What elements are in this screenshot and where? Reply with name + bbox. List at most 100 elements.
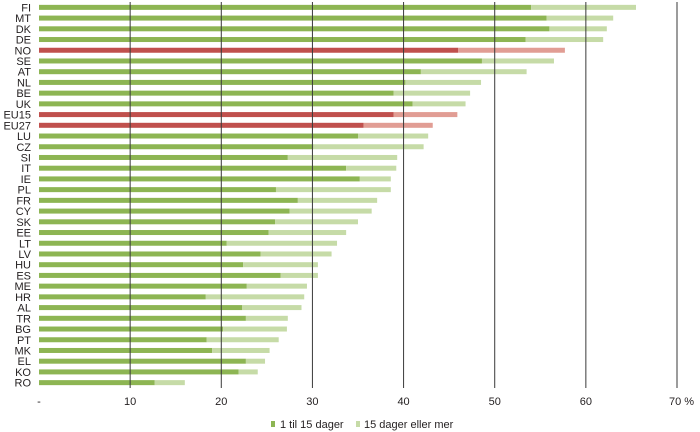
bar-no-1-15-days bbox=[39, 47, 459, 53]
category-label-nl: NL bbox=[17, 77, 31, 89]
bar-mt-15plus-days bbox=[546, 15, 614, 21]
category-label-mk: MK bbox=[15, 345, 32, 357]
bar-al-1-15-days bbox=[39, 305, 243, 311]
bar-sk-15plus-days bbox=[275, 219, 358, 225]
legend: 1 til 15 dager 15 dager eller mer bbox=[271, 419, 454, 431]
category-label-eu15: EU15 bbox=[3, 110, 31, 122]
legend-label-series-2: 15 dager eller mer bbox=[364, 419, 454, 431]
bar-el-15plus-days bbox=[245, 358, 266, 364]
bar-it-15plus-days bbox=[346, 165, 397, 171]
bar-ko-1-15-days bbox=[39, 369, 239, 375]
bar-cy-1-15-days bbox=[39, 208, 290, 214]
category-label-de: DE bbox=[16, 35, 31, 47]
bar-pt-15plus-days bbox=[206, 337, 279, 343]
bar-cz-15plus-days bbox=[313, 144, 424, 150]
gridlines bbox=[129, 2, 678, 388]
bar-ie-15plus-days bbox=[359, 176, 391, 182]
category-label-pt: PT bbox=[17, 335, 31, 347]
x-tick-label-0: - bbox=[37, 396, 41, 408]
bar-at-15plus-days bbox=[420, 69, 527, 75]
bar-dk-1-15-days bbox=[39, 26, 550, 32]
bar-si-1-15-days bbox=[39, 154, 288, 160]
category-label-pl: PL bbox=[18, 185, 31, 197]
bar-lv-1-15-days bbox=[39, 251, 261, 257]
bars-layer bbox=[39, 4, 636, 386]
category-label-be: BE bbox=[16, 88, 31, 100]
category-label-lv: LV bbox=[18, 249, 31, 261]
bar-uk-15plus-days bbox=[412, 101, 466, 107]
bar-de-1-15-days bbox=[39, 37, 526, 43]
bar-ee-15plus-days bbox=[268, 230, 347, 236]
bar-uk-1-15-days bbox=[39, 101, 413, 107]
category-label-ie: IE bbox=[21, 174, 31, 186]
bar-de-15plus-days bbox=[525, 37, 604, 43]
category-label-al: AL bbox=[18, 303, 31, 315]
category-label-hr: HR bbox=[15, 292, 31, 304]
bar-at-1-15-days bbox=[39, 69, 421, 75]
bar-me-15plus-days bbox=[246, 283, 307, 289]
category-label-ko: KO bbox=[15, 367, 31, 379]
bar-se-1-15-days bbox=[39, 58, 482, 64]
category-label-me: ME bbox=[15, 281, 32, 293]
category-label-lu: LU bbox=[17, 131, 31, 143]
category-label-bg: BG bbox=[15, 324, 31, 336]
bar-hr-15plus-days bbox=[205, 294, 305, 300]
category-label-lt: LT bbox=[19, 238, 31, 250]
bar-lu-1-15-days bbox=[39, 133, 358, 139]
category-label-eu27: EU27 bbox=[3, 120, 31, 132]
bar-hu-1-15-days bbox=[39, 262, 244, 268]
bar-mt-1-15-days bbox=[39, 15, 547, 21]
category-label-hu: HU bbox=[15, 260, 31, 272]
category-label-dk: DK bbox=[16, 24, 32, 36]
category-label-ee: EE bbox=[16, 228, 31, 240]
bar-ro-15plus-days bbox=[154, 380, 185, 386]
x-tick-label-1: 10 bbox=[124, 396, 136, 408]
bar-lt-15plus-days bbox=[226, 240, 338, 246]
bar-it-1-15-days bbox=[39, 165, 347, 171]
bar-nl-1-15-days bbox=[39, 79, 406, 85]
category-label-uk: UK bbox=[16, 99, 32, 111]
category-label-cy: CY bbox=[16, 206, 32, 218]
legend-swatch-series-1 bbox=[271, 421, 275, 427]
category-label-mt: MT bbox=[15, 13, 31, 25]
bar-sk-1-15-days bbox=[39, 219, 276, 225]
category-label-no: NO bbox=[15, 45, 32, 57]
bar-me-1-15-days bbox=[39, 283, 247, 289]
category-label-sk: SK bbox=[16, 217, 31, 229]
x-tick-label-7: 70 % bbox=[669, 396, 694, 408]
category-label-cz: CZ bbox=[16, 142, 31, 154]
bar-eu15-15plus-days bbox=[393, 112, 458, 118]
bar-lt-1-15-days bbox=[39, 240, 227, 246]
category-label-at: AT bbox=[18, 67, 32, 79]
bar-dk-15plus-days bbox=[549, 26, 607, 32]
bar-es-15plus-days bbox=[280, 272, 318, 278]
category-label-it: IT bbox=[21, 163, 31, 175]
category-label-fr: FR bbox=[16, 195, 31, 207]
bar-tr-1-15-days bbox=[39, 315, 246, 321]
bar-fi-15plus-days bbox=[531, 4, 636, 10]
bar-al-15plus-days bbox=[242, 305, 302, 311]
bar-es-1-15-days bbox=[39, 272, 281, 278]
x-tick-label-3: 30 bbox=[306, 396, 318, 408]
bar-fi-1-15-days bbox=[39, 4, 532, 10]
bar-ie-1-15-days bbox=[39, 176, 360, 182]
category-labels: FIMTDKDENOSEATNLBEUKEU15EU27LUCZSIITIEPL… bbox=[3, 2, 31, 389]
bar-si-15plus-days bbox=[287, 154, 398, 160]
x-tick-label-6: 60 bbox=[580, 396, 592, 408]
bar-be-15plus-days bbox=[393, 90, 471, 96]
bar-pt-1-15-days bbox=[39, 337, 207, 343]
bar-hr-1-15-days bbox=[39, 294, 206, 300]
bar-tr-15plus-days bbox=[245, 315, 288, 321]
bar-eu15-1-15-days bbox=[39, 112, 394, 118]
bar-ro-1-15-days bbox=[39, 380, 155, 386]
bar-ko-15plus-days bbox=[238, 369, 258, 375]
bar-be-1-15-days bbox=[39, 90, 394, 96]
category-label-tr: TR bbox=[16, 313, 31, 325]
bar-lu-15plus-days bbox=[358, 133, 429, 139]
bar-cy-15plus-days bbox=[289, 208, 372, 214]
bar-pl-1-15-days bbox=[39, 187, 276, 193]
bar-no-15plus-days bbox=[458, 47, 565, 53]
bar-bg-1-15-days bbox=[39, 326, 224, 332]
